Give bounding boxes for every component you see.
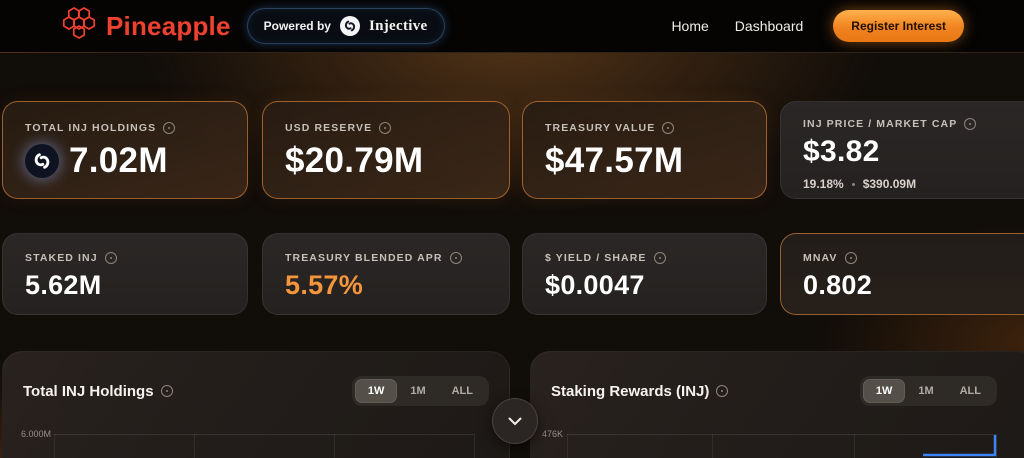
range-button-all[interactable]: ALL — [439, 379, 486, 403]
top-navigation-bar: Pineapple Powered by Injective Home Dash… — [0, 0, 1024, 52]
nav-links: Home Dashboard Register Interest — [671, 10, 964, 42]
dashboard-main: TOTAL INJ HOLDINGS 7.02M USD RESERVE $20… — [0, 52, 1024, 458]
range-button-1m[interactable]: 1M — [397, 379, 438, 403]
register-interest-button[interactable]: Register Interest — [833, 10, 964, 42]
range-button-1m[interactable]: 1M — [905, 379, 946, 403]
nav-link-dashboard[interactable]: Dashboard — [734, 18, 804, 34]
gridline-horizontal — [567, 434, 996, 435]
info-icon[interactable] — [844, 252, 857, 264]
stat-label: TOTAL INJ HOLDINGS — [25, 122, 157, 134]
injective-logo-icon — [339, 16, 360, 36]
staking-rewards-line — [923, 435, 997, 457]
info-icon[interactable] — [716, 385, 729, 397]
info-icon[interactable] — [379, 122, 392, 134]
stat-card-mnav: MNAV 0.802 — [780, 233, 1024, 315]
market-cap-value: $390.09M — [862, 177, 917, 191]
info-icon[interactable] — [662, 122, 675, 134]
brand-logo[interactable]: Pineapple — [60, 6, 231, 47]
chart-title: Staking Rewards (INJ) — [551, 382, 710, 400]
range-button-1w[interactable]: 1W — [354, 379, 398, 403]
stat-card-inj-price-market-cap: INJ PRICE / MARKET CAP $3.82 19.18% $390… — [780, 101, 1024, 199]
stat-value: $3.82 — [803, 135, 880, 168]
stat-value: $20.79M — [285, 141, 424, 180]
stat-card-usd-reserve: USD RESERVE $20.79M — [262, 101, 510, 199]
info-icon[interactable] — [449, 252, 462, 264]
step-line-series — [923, 435, 997, 457]
time-range-toggle: 1W 1M ALL — [859, 376, 997, 406]
gridline-vertical — [712, 434, 713, 458]
powered-by-label: Powered by — [263, 19, 331, 33]
stat-card-total-inj-holdings: TOTAL INJ HOLDINGS 7.02M — [2, 101, 248, 199]
gridline-vertical — [54, 434, 55, 458]
scroll-down-button[interactable] — [492, 398, 538, 444]
gridline-horizontal — [54, 434, 474, 435]
gridline-vertical — [854, 434, 855, 458]
stat-value: 7.02M — [69, 141, 168, 180]
pineapple-logo-icon — [60, 6, 98, 47]
range-button-all[interactable]: ALL — [947, 379, 994, 403]
stat-label: TREASURY BLENDED APR — [285, 252, 443, 264]
inj-token-icon — [25, 143, 59, 178]
stat-card-treasury-blended-apr: TREASURY BLENDED APR 5.57% — [262, 233, 510, 315]
range-button-1w[interactable]: 1W — [862, 379, 906, 403]
brand-name: Pineapple — [106, 10, 231, 41]
gridline-vertical — [996, 434, 997, 458]
time-range-toggle: 1W 1M ALL — [351, 376, 489, 406]
gridline-vertical — [194, 434, 195, 458]
stat-value: $0.0047 — [545, 270, 645, 300]
gridline-vertical — [567, 434, 568, 458]
stat-label: TREASURY VALUE — [545, 122, 656, 134]
nav-link-home[interactable]: Home — [671, 18, 709, 34]
stat-label: STAKED INJ — [25, 252, 98, 264]
inj-price-change: 19.18% — [803, 177, 844, 191]
stat-label: INJ PRICE / MARKET CAP — [803, 118, 958, 130]
stat-label: $ YIELD / SHARE — [545, 252, 647, 264]
stat-card-yield-per-share: $ YIELD / SHARE $0.0047 — [522, 233, 767, 315]
chart-panel-staking-rewards: Staking Rewards (INJ) 1W 1M ALL 476K — [530, 351, 1024, 458]
stat-card-treasury-value: TREASURY VALUE $47.57M — [522, 101, 767, 199]
gridline-vertical — [334, 434, 335, 458]
stat-card-staked-inj: STAKED INJ 5.62M — [2, 233, 248, 315]
info-icon[interactable] — [160, 385, 173, 397]
info-icon[interactable] — [653, 252, 666, 264]
y-axis-tick: 476K — [541, 429, 563, 439]
info-icon[interactable] — [964, 118, 977, 130]
chart-area: 6.000M — [3, 352, 509, 458]
info-icon[interactable] — [104, 252, 117, 264]
stat-label: USD RESERVE — [285, 122, 373, 134]
injective-wordmark: Injective — [368, 17, 428, 34]
stat-label: MNAV — [803, 252, 838, 264]
stat-subvalues: 19.18% $390.09M — [803, 177, 1015, 191]
chevron-down-icon — [508, 417, 522, 425]
info-icon[interactable] — [163, 122, 176, 134]
gridline-vertical — [474, 434, 475, 458]
y-axis-tick: 6.000M — [20, 429, 51, 439]
chart-panel-total-inj-holdings: Total INJ Holdings 1W 1M ALL 6.000M — [2, 351, 510, 458]
stat-value: 0.802 — [803, 270, 873, 300]
stat-value: 5.57% — [285, 270, 364, 300]
stat-value: 5.62M — [25, 270, 102, 300]
chart-area: 476K — [531, 352, 1024, 458]
stat-value: $47.57M — [545, 141, 684, 180]
powered-by-badge[interactable]: Powered by Injective — [246, 8, 445, 44]
chart-title: Total INJ Holdings — [23, 382, 154, 400]
dot-separator — [851, 182, 855, 186]
